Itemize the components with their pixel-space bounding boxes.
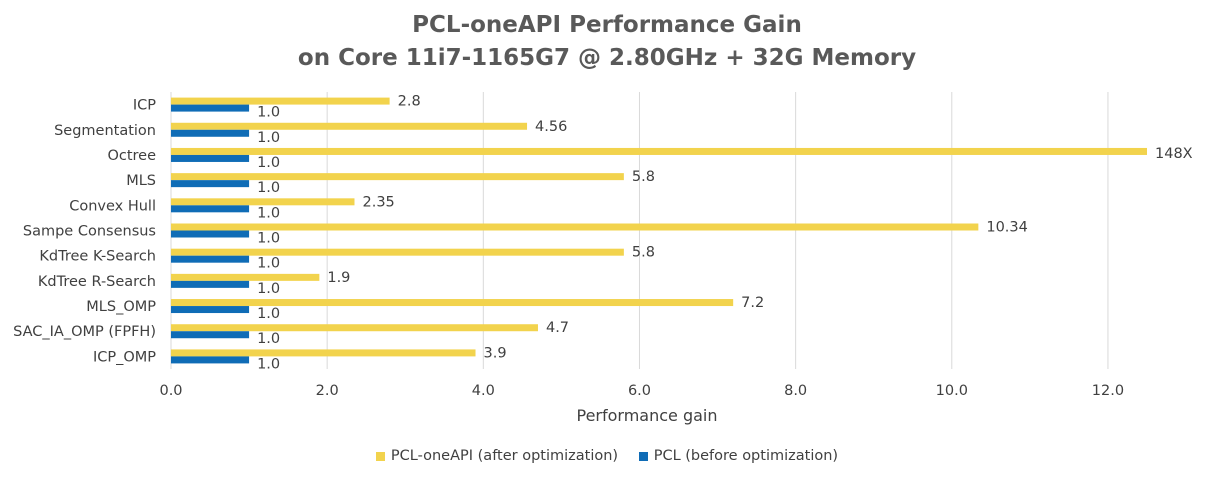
legend-item-pcl: PCL (before optimization)	[638, 448, 839, 464]
category-label: MLS_OMP	[86, 299, 156, 315]
x-tick-label: 8.0	[784, 383, 807, 399]
category-label: ICP_OMP	[93, 349, 156, 365]
bar-oneapi	[171, 299, 734, 307]
x-tick-label: 12.0	[1092, 383, 1124, 399]
data-label-pcl: 1.0	[257, 356, 280, 372]
legend-item-oneapi: PCL-oneAPI (after optimization)	[375, 448, 619, 464]
x-axis-title: Performance gain	[576, 406, 717, 425]
x-tick-label: 6.0	[628, 383, 651, 399]
chart-title: PCL-oneAPI Performance Gain	[412, 12, 802, 38]
legend-label-pcl: PCL (before optimization)	[653, 448, 839, 464]
data-label-oneapi: 148X	[1155, 146, 1193, 162]
data-label-pcl: 1.0	[257, 105, 280, 121]
data-label-oneapi: 5.8	[632, 169, 655, 185]
legend-swatch-oneapi	[375, 451, 385, 461]
category-label: Convex Hull	[69, 198, 156, 214]
x-tick-label: 2.0	[316, 383, 339, 399]
bar-pcl	[171, 180, 250, 188]
data-label-pcl: 1.0	[257, 130, 280, 146]
data-label-pcl: 1.0	[257, 281, 280, 297]
bar-oneapi	[171, 198, 355, 206]
data-label-pcl: 1.0	[257, 205, 280, 221]
legend-label-oneapi: PCL-oneAPI (after optimization)	[390, 448, 619, 464]
bar-pcl	[171, 356, 250, 364]
data-label-oneapi: 2.35	[362, 194, 394, 210]
data-label-oneapi: 1.9	[327, 270, 350, 286]
data-label-oneapi: 2.8	[398, 94, 421, 110]
bar-pcl	[171, 154, 250, 162]
bar-oneapi	[171, 248, 624, 256]
data-label-oneapi: 4.56	[535, 119, 567, 135]
category-label: SAC_IA_OMP (FPFH)	[13, 324, 156, 340]
data-label-pcl: 1.0	[257, 306, 280, 322]
category-label: KdTree K-Search	[39, 249, 156, 265]
data-label-oneapi: 3.9	[484, 345, 507, 361]
bar-oneapi	[171, 273, 320, 281]
bar-oneapi	[171, 147, 1147, 155]
data-label-oneapi: 10.34	[986, 220, 1028, 236]
bar-oneapi	[171, 324, 538, 332]
bar-oneapi	[171, 349, 476, 357]
category-label: Octree	[107, 148, 156, 164]
bar-oneapi	[171, 97, 390, 105]
bar-chart: 2.8 1.0 4.56 1.0 148X 1.0 5.8 1.0 2.35 1.0 10.34 1.…	[13, 92, 1193, 425]
x-tick-label: 0.0	[159, 383, 182, 399]
data-label-oneapi: 4.7	[546, 320, 569, 336]
bar-pcl	[171, 230, 250, 238]
bars: 2.8 1.0 4.56 1.0 148X 1.0 5.8 1.0 2.35 1.0 10.34 1.…	[171, 94, 1193, 372]
data-label-pcl: 1.0	[257, 331, 280, 347]
bar-pcl	[171, 205, 250, 213]
chart-subtitle: on Core 11i7-1165G7 @ 2.80GHz + 32G Memo…	[297, 45, 917, 71]
x-tick-label: 4.0	[472, 383, 495, 399]
data-label-pcl: 1.0	[257, 256, 280, 272]
x-axis-ticks: 0.0 2.0 4.0 6.0 8.0 10.0 12.0	[159, 383, 1124, 399]
category-label: KdTree R-Search	[38, 274, 156, 290]
bar-pcl	[171, 331, 250, 339]
bar-pcl	[171, 255, 250, 263]
category-label: MLS	[126, 173, 156, 189]
category-label: Segmentation	[54, 123, 156, 139]
data-label-pcl: 1.0	[257, 231, 280, 247]
category-label: ICP	[133, 98, 156, 114]
category-label: Sampe Consensus	[23, 224, 156, 240]
bar-pcl	[171, 129, 250, 137]
bar-oneapi	[171, 122, 528, 130]
data-label-pcl: 1.0	[257, 180, 280, 196]
data-label-oneapi: 5.8	[632, 245, 655, 261]
x-tick-label: 10.0	[936, 383, 968, 399]
bar-oneapi	[171, 173, 624, 181]
bar-pcl	[171, 280, 250, 288]
category-labels: ICP Segmentation Octree MLS Convex Hull Sampe…	[13, 98, 156, 366]
data-label-oneapi: 7.2	[741, 295, 764, 311]
bar-oneapi	[171, 223, 979, 231]
bar-pcl	[171, 104, 250, 112]
data-label-pcl: 1.0	[257, 155, 280, 171]
bar-pcl	[171, 306, 250, 314]
legend: PCL-oneAPI (after optimization) PCL (bef…	[0, 448, 1214, 465]
legend-swatch-pcl	[638, 451, 648, 461]
